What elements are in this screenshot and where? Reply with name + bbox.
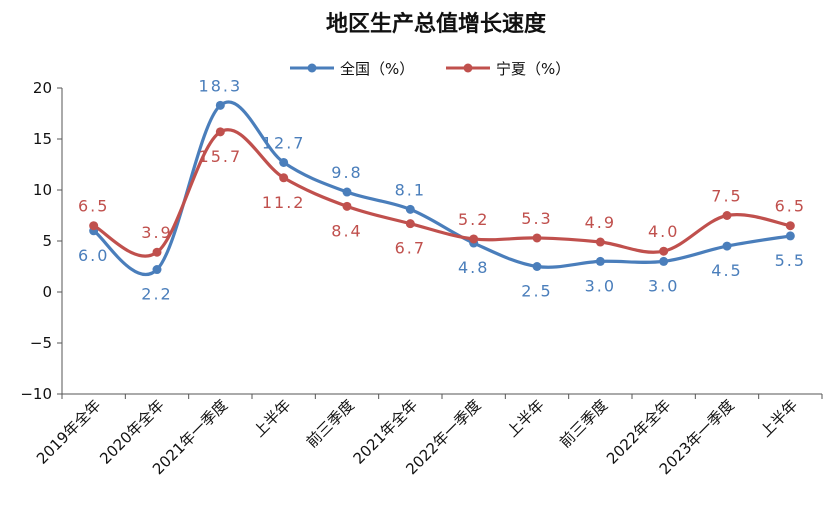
data-point-ningxia	[342, 201, 352, 211]
y-tick-label: −5	[30, 334, 52, 352]
x-category-label: 上半年	[250, 396, 295, 441]
data-label-ningxia: 4.0	[648, 222, 679, 241]
series-line-national	[92, 100, 791, 277]
axes	[61, 88, 822, 395]
y-axis-ticks: 20 15 10 5 0 −5 −10	[20, 79, 62, 403]
data-label-national: 8.1	[395, 180, 426, 199]
data-point-national	[659, 256, 669, 266]
data-labels: 6.0 6.5 2.2 3.9 18.3 15.7 12.7 11.2 9.8 8.4 8.1 6.7…	[78, 76, 806, 304]
data-point-national	[215, 100, 225, 110]
legend-item-ningxia: 宁夏（%）	[446, 60, 570, 78]
data-point-ningxia	[532, 233, 542, 243]
data-label-ningxia: 5.2	[458, 210, 489, 229]
data-label-ningxia: 15.7	[199, 147, 243, 166]
data-point-ningxia	[279, 173, 289, 183]
data-label-national: 3.0	[585, 276, 616, 295]
data-label-ningxia: 6.5	[775, 197, 806, 216]
data-point-ningxia	[469, 234, 479, 244]
y-tick-label: 5	[42, 232, 52, 250]
data-label-national: 4.8	[458, 258, 489, 277]
data-label-national: 2.5	[521, 282, 552, 301]
data-label-ningxia: 8.4	[331, 221, 362, 240]
x-category-label: 前三季度	[556, 396, 611, 451]
data-point-national	[342, 187, 352, 197]
data-label-ningxia: 5.3	[521, 209, 552, 228]
data-label-ningxia: 3.9	[141, 223, 172, 242]
data-point-national	[722, 241, 732, 251]
data-label-national: 18.3	[199, 76, 243, 95]
y-tick-label: 10	[33, 181, 52, 199]
data-point-national	[279, 157, 289, 167]
x-category-label: 上半年	[757, 396, 802, 441]
data-label-national: 5.5	[775, 251, 806, 270]
data-label-ningxia: 7.5	[711, 187, 742, 206]
data-label-national: 9.8	[331, 163, 362, 182]
data-point-ningxia	[89, 221, 99, 231]
data-label-ningxia: 6.5	[78, 197, 109, 216]
data-label-national: 2.2	[141, 285, 172, 304]
chart-title: 地区生产总值增长速度	[326, 11, 547, 37]
y-tick-label: −10	[20, 385, 52, 403]
data-point-ningxia	[405, 219, 415, 229]
data-point-ningxia	[659, 246, 669, 256]
legend-item-national: 全国（%）	[290, 60, 414, 78]
data-label-ningxia: 4.9	[585, 213, 616, 232]
data-point-ningxia	[215, 127, 225, 137]
y-tick-label: 0	[42, 283, 52, 301]
y-tick-label: 20	[33, 79, 52, 97]
data-label-ningxia: 11.2	[262, 193, 306, 212]
data-point-national	[152, 265, 162, 275]
data-point-ningxia	[152, 247, 162, 257]
data-label-national: 6.0	[78, 246, 109, 265]
data-point-national	[532, 262, 542, 271]
x-category-label: 前三季度	[303, 396, 358, 451]
data-point-ningxia	[595, 237, 605, 247]
y-tick-label: 15	[33, 130, 52, 148]
data-point-national	[595, 256, 605, 266]
data-label-ningxia: 6.7	[395, 239, 426, 258]
data-label-national: 12.7	[262, 133, 306, 152]
series-layer	[89, 100, 795, 277]
data-label-national: 3.0	[648, 276, 679, 295]
data-point-national	[405, 204, 415, 214]
legend-label-national: 全国（%）	[340, 60, 414, 78]
legend-label-ningxia: 宁夏（%）	[496, 60, 570, 78]
legend: 全国（%） 宁夏（%）	[290, 60, 570, 78]
x-category-label: 2019年全年	[33, 396, 105, 468]
data-point-ningxia	[722, 211, 732, 220]
x-category-label: 上半年	[503, 396, 548, 441]
data-point-ningxia	[785, 221, 795, 231]
data-point-national	[785, 231, 795, 241]
data-label-national: 4.5	[711, 261, 742, 280]
